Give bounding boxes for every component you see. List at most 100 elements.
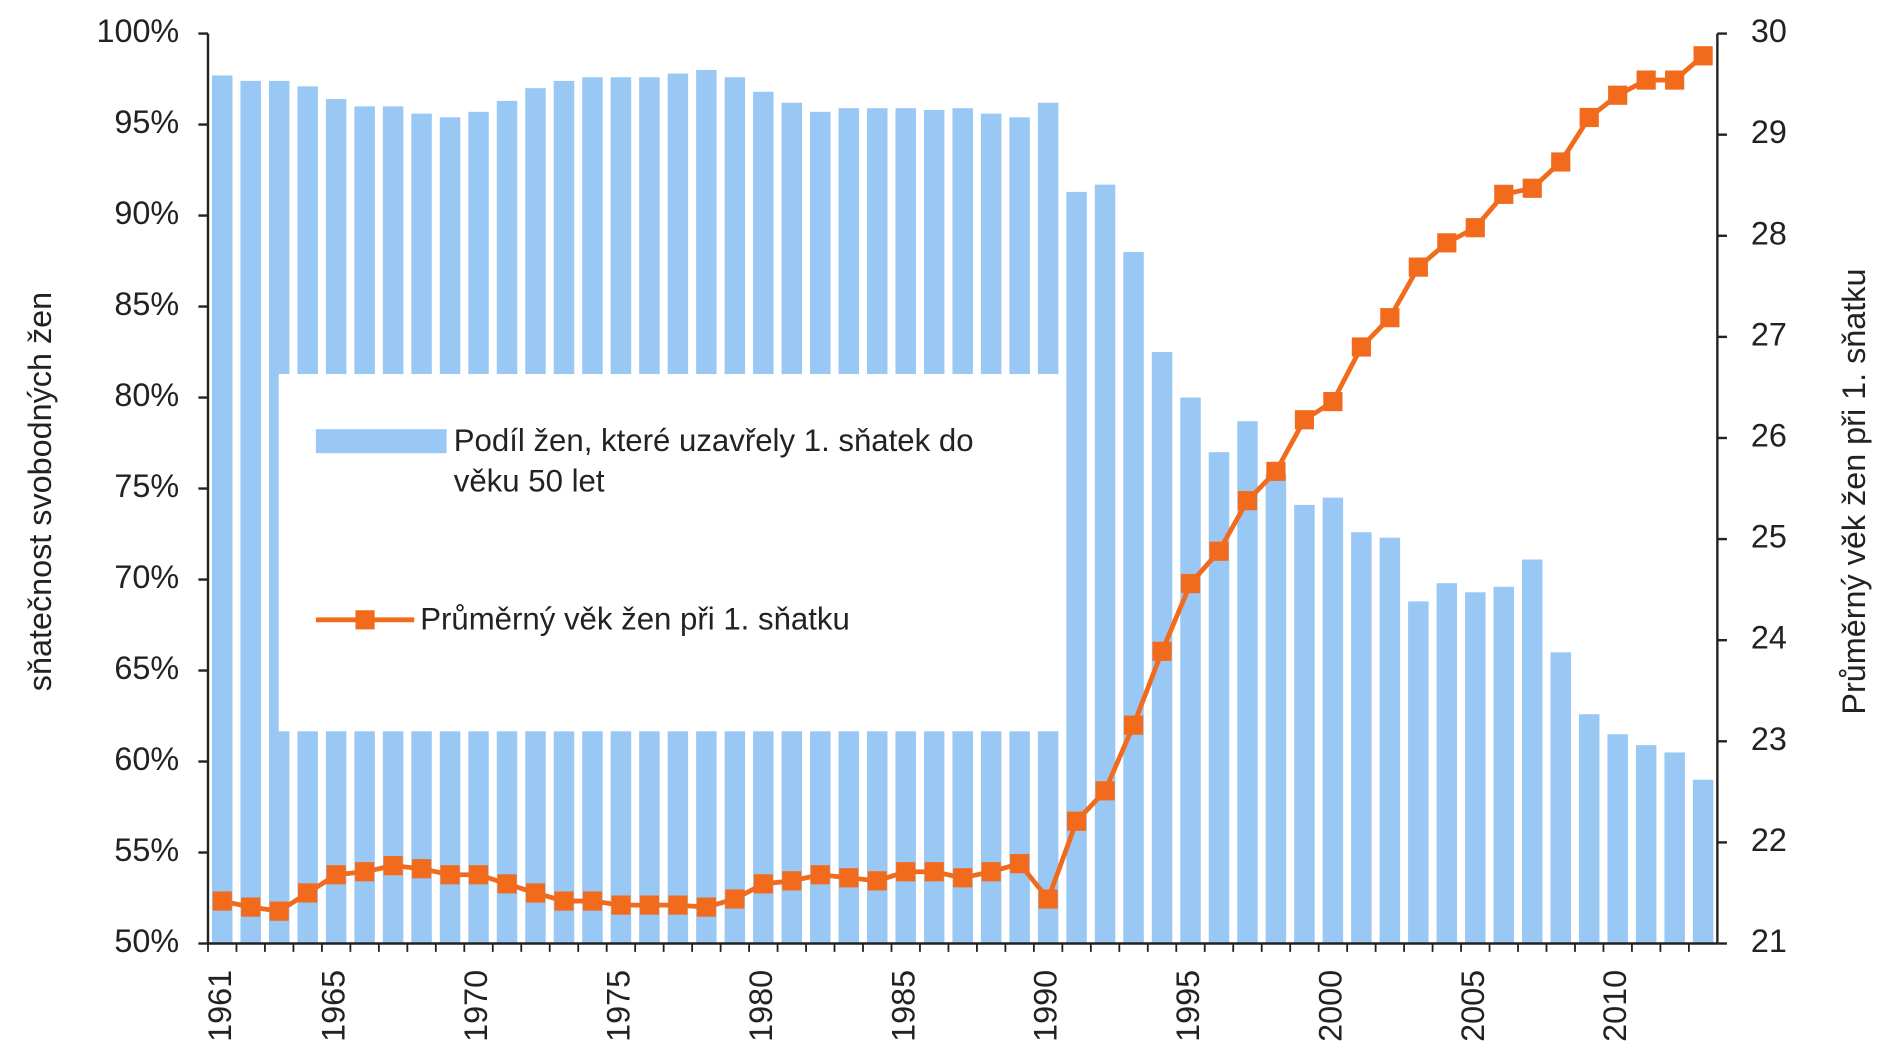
line-marker [1323, 391, 1343, 412]
line-marker [1494, 184, 1514, 204]
x-tick-label: 1985 [885, 970, 921, 1042]
line-marker [1123, 715, 1144, 735]
line-marker [411, 859, 432, 879]
line-marker [212, 891, 232, 911]
legend-label: Průměrný věk žen při 1. sňatku [420, 600, 850, 637]
legend-label-box: Podíl žen, které uzavřely 1. sňatek do v… [453, 422, 974, 499]
x-tick-label: 1975 [600, 970, 636, 1042]
x-tick-label: 2010 [1597, 970, 1633, 1042]
line-marker [1067, 811, 1087, 831]
bar [1208, 452, 1230, 944]
line-marker [1551, 152, 1571, 172]
line-marker [668, 895, 688, 915]
bar [1493, 586, 1515, 944]
y-tick-label: 70% [114, 559, 179, 595]
bar [1607, 734, 1628, 944]
line-marker [1693, 46, 1713, 66]
y2-tick-label: 25 [1751, 519, 1787, 555]
x-tick-label: 1980 [743, 970, 779, 1042]
y-tick-label: 85% [114, 286, 179, 322]
x-tick-label: 2000 [1312, 970, 1348, 1042]
line-marker [1095, 781, 1115, 801]
line-marker [1038, 889, 1058, 909]
line-marker [1152, 641, 1172, 661]
line-marker [355, 862, 375, 882]
line-marker [1209, 541, 1229, 561]
line-marker [1294, 410, 1315, 430]
bar [1379, 537, 1401, 944]
y-tick-label: 100% [96, 13, 179, 49]
x-tick-label: 1961 [202, 970, 238, 1042]
line-marker [497, 874, 517, 894]
legend-entry: Průměrný věk žen při 1. sňatku [315, 600, 850, 637]
line-marker [924, 862, 944, 882]
line-marker [1180, 573, 1201, 594]
bar [1664, 752, 1685, 944]
bar [1294, 504, 1315, 944]
x-tick-label: 2005 [1455, 970, 1491, 1042]
y-tick-label: 50% [114, 923, 179, 959]
line-marker [896, 862, 916, 882]
line-marker [810, 865, 830, 885]
line-marker [1437, 233, 1457, 253]
line-marker [440, 865, 460, 885]
y2-tick-label: 29 [1751, 114, 1787, 150]
y2-tick-label: 24 [1751, 620, 1787, 656]
line-marker [468, 865, 489, 885]
y-tick-label: 55% [114, 832, 179, 868]
bar [1550, 652, 1571, 944]
bar [1465, 592, 1486, 944]
x-tick-label: 1990 [1028, 970, 1064, 1042]
line-marker [1608, 85, 1628, 105]
y2-tick-label: 30 [1751, 13, 1787, 49]
y-axis-title: sňatečnost svobodných žen [22, 292, 58, 691]
line-marker [1266, 461, 1286, 481]
y-tick-label: 75% [114, 468, 179, 504]
line-marker [269, 901, 289, 921]
y-tick-label: 80% [114, 377, 179, 413]
line-marker [839, 868, 859, 888]
bar [1522, 559, 1543, 944]
bar [1408, 601, 1429, 944]
legend-marker [355, 610, 375, 630]
line-marker [326, 865, 346, 885]
bar [240, 80, 261, 944]
legend-entry: Podíl žen, které uzavřely 1. sňatek do v… [315, 422, 974, 499]
line-marker [696, 897, 716, 917]
y2-tick-label: 26 [1751, 418, 1787, 454]
y2-tick-label: 21 [1751, 923, 1787, 959]
y2-tick-label: 22 [1751, 822, 1787, 858]
bar [1635, 745, 1657, 944]
y2-tick-label: 23 [1751, 721, 1787, 757]
bar [1351, 532, 1372, 944]
bar [1237, 421, 1258, 944]
line-marker [611, 895, 631, 915]
legend-swatch [315, 429, 447, 454]
line-marker [725, 889, 745, 909]
line-marker [1408, 257, 1428, 277]
x-tick-label: 1970 [458, 970, 494, 1042]
line-marker [1465, 218, 1485, 238]
line-marker [753, 874, 773, 894]
line-marker [782, 871, 802, 891]
line-marker [582, 891, 603, 911]
line-marker [867, 871, 887, 891]
bar [1180, 397, 1201, 944]
line-marker [1579, 107, 1599, 128]
legend-label: Podíl žen, které uzavřely 1. sňatek do v… [453, 422, 974, 499]
bar [1692, 779, 1714, 944]
bar [1094, 184, 1116, 944]
line-marker [981, 862, 1001, 882]
line-marker [1010, 854, 1030, 874]
x-tick-label: 1995 [1170, 970, 1206, 1042]
x-tick-label: 1965 [316, 970, 352, 1042]
line-marker [953, 868, 973, 888]
bar [1265, 473, 1287, 944]
y2-tick-label: 28 [1751, 215, 1787, 251]
line-marker [298, 883, 318, 903]
line-marker [1665, 70, 1685, 90]
y-tick-label: 60% [114, 741, 179, 777]
bar [211, 75, 233, 944]
line-marker [1636, 70, 1656, 90]
